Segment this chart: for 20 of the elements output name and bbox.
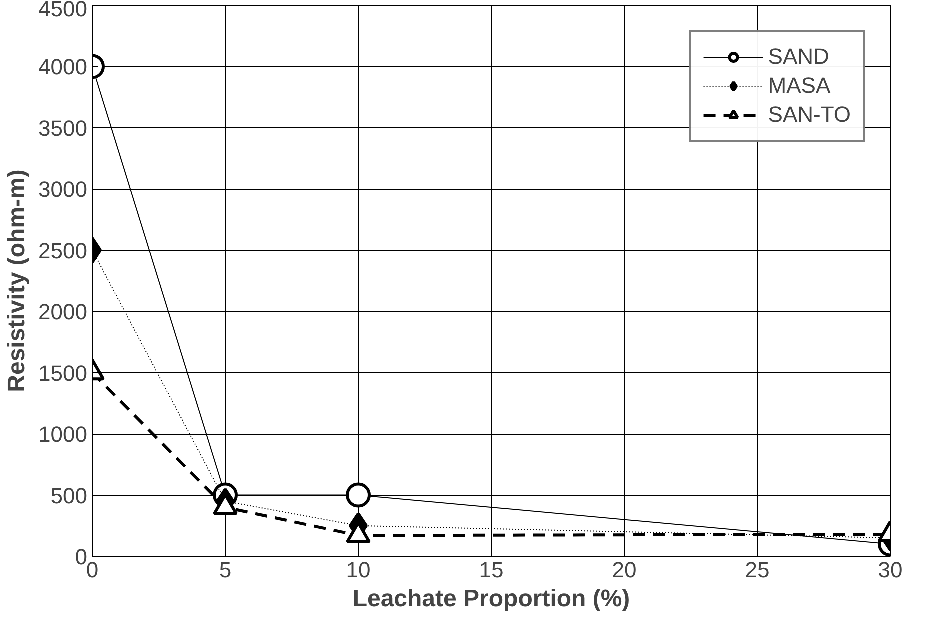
x-axis-title: Leachate Proportion (%) [352,586,630,612]
x-tick-label: 15 [479,558,504,582]
y-tick-label: 3000 [38,177,88,202]
y-tick-label: 500 [50,483,88,508]
y-tick-label: 4500 [38,0,88,22]
legend-label: SAND [768,44,830,70]
x-tick-label: 5 [219,558,232,582]
legend-label: MASA [768,73,831,99]
legend-label: SAN-TO [768,102,851,128]
y-axis-title: Resistivity (ohm-m) [4,170,31,392]
y-tick-label: 1500 [38,360,88,386]
y-tick-label: 2500 [38,238,88,264]
y-tick-label: 3500 [38,116,88,141]
x-tick-label: 10 [346,558,371,582]
x-tick-label: 30 [878,558,903,582]
y-tick-label: 1000 [38,422,88,448]
y-tick-label: 2000 [38,300,88,325]
x-tick-label: 20 [612,558,637,582]
x-tick-label: 25 [745,558,770,582]
y-tick-label: 4000 [38,54,88,80]
